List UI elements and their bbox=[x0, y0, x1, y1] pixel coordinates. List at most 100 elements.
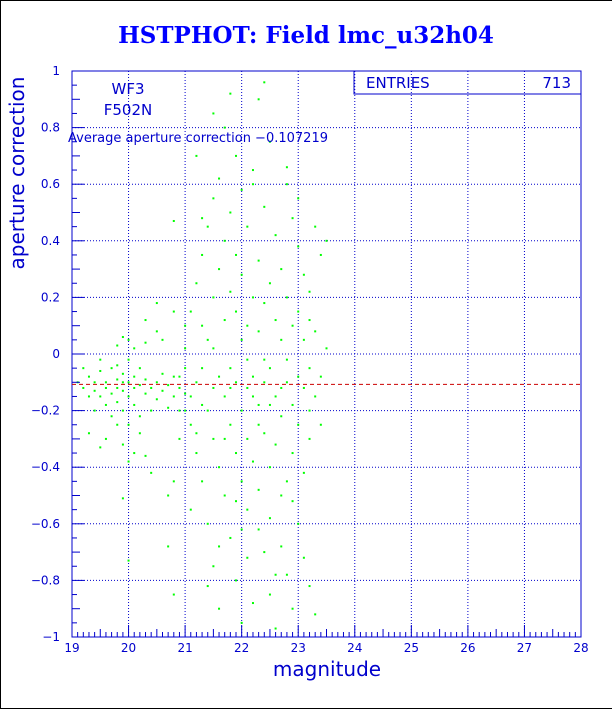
data-point bbox=[155, 398, 158, 401]
data-point bbox=[150, 409, 153, 412]
data-point bbox=[218, 545, 221, 548]
data-point bbox=[257, 528, 260, 531]
data-point bbox=[240, 409, 243, 412]
x-tick-label: 21 bbox=[177, 641, 192, 655]
stats-box bbox=[353, 70, 582, 95]
x-axis-ticks: 19 20 21 22 23 24 25 26 27 28 bbox=[64, 625, 589, 655]
data-point bbox=[229, 211, 232, 214]
data-point bbox=[229, 367, 232, 370]
data-point bbox=[104, 381, 107, 384]
x-tick-label: 26 bbox=[460, 641, 475, 655]
data-point bbox=[223, 239, 226, 242]
data-point bbox=[257, 488, 260, 491]
data-point bbox=[212, 112, 215, 115]
y-axis-label: aperture correction bbox=[5, 77, 29, 270]
data-point bbox=[308, 437, 311, 440]
data-point bbox=[161, 372, 164, 375]
data-point bbox=[87, 432, 90, 435]
data-point bbox=[189, 395, 192, 398]
data-point bbox=[150, 386, 153, 389]
data-point bbox=[144, 392, 147, 395]
data-point bbox=[308, 409, 311, 412]
data-point bbox=[291, 217, 294, 220]
data-point bbox=[268, 517, 271, 520]
data-point bbox=[121, 409, 124, 412]
data-point bbox=[87, 395, 90, 398]
data-point bbox=[82, 386, 85, 389]
data-point bbox=[93, 381, 96, 384]
data-point bbox=[280, 386, 283, 389]
data-point bbox=[184, 324, 187, 327]
data-point bbox=[246, 437, 249, 440]
data-point bbox=[212, 386, 215, 389]
data-point bbox=[235, 253, 238, 256]
data-point bbox=[319, 423, 322, 426]
data-point bbox=[172, 375, 175, 378]
stats-entries-label: ENTRIES bbox=[366, 74, 430, 92]
data-point bbox=[195, 381, 198, 384]
data-point bbox=[285, 183, 288, 186]
data-point bbox=[240, 621, 243, 624]
data-point bbox=[172, 480, 175, 483]
data-point bbox=[93, 389, 96, 392]
data-point bbox=[155, 330, 158, 333]
data-point bbox=[178, 386, 181, 389]
data-point bbox=[274, 443, 277, 446]
data-point bbox=[251, 395, 254, 398]
data-point bbox=[99, 395, 102, 398]
data-point bbox=[246, 508, 249, 511]
data-point bbox=[263, 81, 266, 84]
y-tick-label: 1 bbox=[52, 64, 60, 78]
data-point bbox=[246, 225, 249, 228]
data-point bbox=[99, 358, 102, 361]
data-point bbox=[223, 319, 226, 322]
data-point bbox=[133, 375, 136, 378]
data-point bbox=[212, 437, 215, 440]
data-point bbox=[201, 253, 204, 256]
x-tick-label: 20 bbox=[121, 641, 136, 655]
x-tick-label: 23 bbox=[291, 641, 306, 655]
data-point bbox=[297, 423, 300, 426]
y-tick-label: −0.6 bbox=[31, 517, 60, 531]
y-tick-label: −0.4 bbox=[31, 460, 60, 474]
data-point bbox=[314, 613, 317, 616]
data-point bbox=[240, 338, 243, 341]
data-point bbox=[285, 480, 288, 483]
data-point bbox=[235, 154, 238, 157]
data-point bbox=[268, 140, 271, 143]
data-point bbox=[240, 188, 243, 191]
data-point bbox=[235, 310, 238, 313]
x-tick-label: 27 bbox=[517, 641, 532, 655]
data-point bbox=[246, 324, 249, 327]
data-point bbox=[206, 338, 209, 341]
data-point bbox=[302, 471, 305, 474]
data-point bbox=[161, 338, 164, 341]
data-point bbox=[319, 253, 322, 256]
data-point bbox=[229, 92, 232, 95]
data-point bbox=[150, 471, 153, 474]
chart-title: HSTPHOT: Field lmc_u32h04 bbox=[118, 22, 494, 49]
x-tick-label: 25 bbox=[404, 641, 419, 655]
data-point bbox=[172, 219, 175, 222]
data-point bbox=[229, 290, 232, 293]
data-point bbox=[235, 381, 238, 384]
data-point bbox=[218, 607, 221, 610]
data-point bbox=[291, 607, 294, 610]
data-point bbox=[285, 166, 288, 169]
data-point bbox=[302, 556, 305, 559]
data-point bbox=[178, 409, 181, 412]
y-tick-label: 0 bbox=[52, 347, 60, 361]
data-point bbox=[263, 432, 266, 435]
data-point bbox=[297, 245, 300, 248]
data-point bbox=[172, 395, 175, 398]
data-point bbox=[133, 452, 136, 455]
data-point bbox=[274, 234, 277, 237]
data-point bbox=[195, 432, 198, 435]
data-point bbox=[297, 197, 300, 200]
data-point bbox=[280, 268, 283, 271]
data-point bbox=[167, 406, 170, 409]
data-point bbox=[240, 480, 243, 483]
data-point bbox=[127, 559, 130, 562]
data-points bbox=[76, 81, 328, 630]
